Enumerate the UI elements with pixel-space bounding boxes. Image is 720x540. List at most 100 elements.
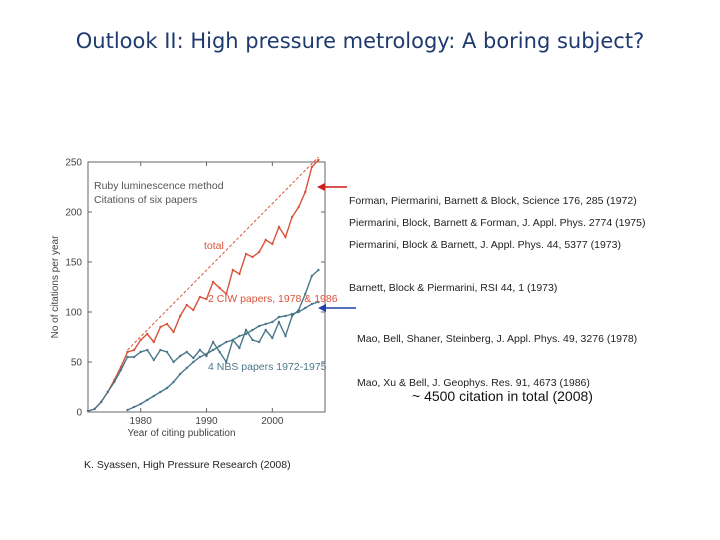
data-point	[257, 250, 261, 254]
data-point	[178, 314, 182, 318]
data-point	[290, 314, 294, 318]
y-tick-label: 0	[76, 408, 82, 419]
data-point	[165, 386, 169, 390]
data-point	[304, 190, 307, 194]
data-point	[146, 332, 149, 336]
legend-text: Citations of six papers	[94, 194, 197, 206]
data-point	[126, 350, 129, 354]
data-point	[113, 380, 116, 384]
x-tick-label: 2000	[261, 416, 284, 427]
data-point	[317, 268, 320, 272]
y-tick-label: 200	[65, 208, 82, 219]
data-point	[192, 356, 195, 360]
data-point	[225, 360, 228, 364]
data-point	[159, 348, 162, 352]
data-point	[99, 400, 103, 404]
data-point	[264, 322, 267, 326]
data-point	[198, 355, 202, 359]
reference-item: Mao, Bell, Shaner, Steinberg, J. Appl. P…	[357, 333, 638, 345]
data-point	[165, 350, 169, 354]
reference-item: Barnett, Block & Piermarini, RSI 44, 1 (…	[349, 282, 558, 294]
data-point	[185, 350, 188, 354]
data-point	[238, 334, 241, 338]
data-point	[238, 272, 241, 276]
data-point	[257, 340, 261, 344]
data-point	[132, 355, 136, 359]
slide-title: Outlook II: High pressure metrology: A b…	[60, 26, 660, 56]
data-point	[126, 408, 129, 412]
data-point	[172, 360, 175, 364]
data-point	[93, 407, 96, 411]
data-point	[244, 252, 248, 256]
x-tick-label: 1980	[130, 416, 153, 427]
data-point	[119, 368, 123, 372]
data-point	[251, 255, 254, 259]
data-point	[211, 340, 215, 344]
series-line	[87, 159, 319, 412]
data-point	[139, 338, 142, 342]
x-tick-label: 1990	[195, 416, 218, 427]
reference-list-blue: Mao, Bell, Shaner, Steinberg, J. Appl. P…	[357, 303, 637, 405]
data-point	[205, 297, 208, 301]
x-axis-label: Year of citing publication	[127, 428, 235, 439]
y-axis-label: No of citations per year	[50, 235, 61, 338]
data-point	[271, 320, 274, 324]
data-point	[192, 360, 195, 364]
data-point	[152, 358, 156, 362]
red-arrow-head	[317, 183, 325, 191]
data-point	[244, 328, 248, 332]
reference-item: Forman, Piermarini, Barnett & Block, Sci…	[349, 195, 637, 207]
y-tick-label: 150	[65, 258, 82, 269]
data-point	[257, 324, 261, 328]
data-point	[310, 165, 314, 169]
y-tick-label: 100	[65, 308, 82, 319]
data-point	[231, 268, 235, 272]
series-label: 4 NBS papers 1972-1975	[208, 361, 327, 373]
data-point	[172, 330, 175, 334]
data-point	[284, 314, 287, 318]
data-point	[310, 274, 314, 278]
data-point	[132, 405, 136, 409]
data-point	[178, 354, 182, 358]
data-point	[225, 292, 228, 296]
data-point	[284, 334, 287, 338]
reference-red-2: Piermarini, Block, Barnett & Forman, J. …	[349, 217, 646, 229]
data-point	[218, 286, 221, 290]
trend-line	[127, 156, 319, 351]
data-point	[152, 394, 156, 398]
data-point	[251, 338, 254, 342]
data-point	[178, 372, 182, 376]
reference-list-red-1: Forman, Piermarini, Barnett & Block, Sci…	[349, 165, 637, 310]
data-point	[304, 306, 307, 310]
total-citations-note: ~ 4500 citation in total (2008)	[412, 388, 593, 404]
data-point	[238, 346, 241, 350]
legend-text: Ruby luminescence method	[94, 180, 224, 192]
data-point	[277, 315, 281, 319]
data-point	[205, 354, 208, 358]
data-point	[277, 225, 281, 229]
data-point	[211, 348, 215, 352]
data-point	[218, 350, 221, 354]
data-point	[192, 308, 195, 312]
data-point	[310, 302, 314, 306]
data-point	[290, 215, 294, 219]
data-point	[211, 280, 215, 284]
data-point	[251, 328, 254, 332]
data-point	[231, 338, 235, 342]
source-credit: K. Syassen, High Pressure Research (2008…	[84, 459, 291, 471]
data-point	[198, 348, 202, 352]
data-point	[185, 303, 188, 307]
data-point	[185, 366, 188, 370]
series-line	[87, 269, 319, 412]
series-label: total	[204, 240, 224, 252]
data-point	[277, 320, 281, 324]
reference-item: Piermarini, Block & Barnett, J. Appl. Ph…	[349, 238, 621, 251]
data-point	[106, 390, 109, 394]
data-point	[139, 350, 142, 354]
data-point	[86, 409, 90, 413]
data-point	[225, 340, 228, 344]
data-point	[264, 238, 267, 242]
data-point	[146, 398, 149, 402]
y-tick-label: 250	[65, 158, 82, 169]
